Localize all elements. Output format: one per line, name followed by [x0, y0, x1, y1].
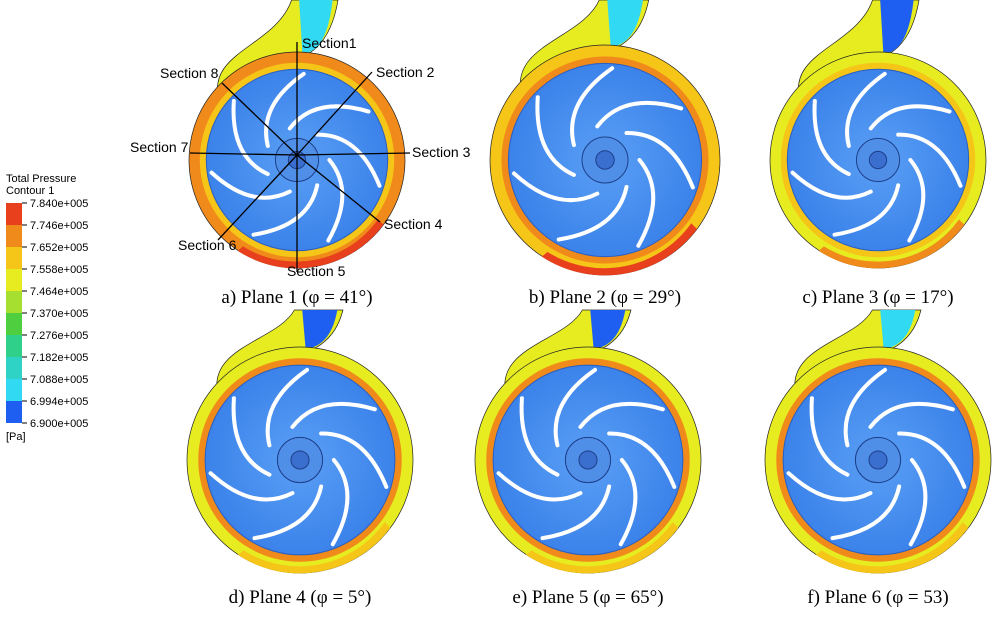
legend-label: 7.464e+005: [30, 286, 88, 298]
legend-label: 7.370e+005: [30, 308, 88, 320]
colorbar: 7.840e+005 7.746e+005 7.652e+005 7.558e+005…: [6, 198, 88, 430]
panel-caption: d) Plane 4 (φ = 5°): [229, 587, 372, 608]
volute-panel: [770, 0, 986, 268]
colorbar-segment: [6, 401, 22, 423]
colorbar-segment: [6, 291, 22, 313]
section-label: Section 5: [287, 263, 346, 279]
volute-panel: [490, 0, 720, 275]
section-label: Section 3: [412, 144, 471, 160]
colorbar-segment: [6, 269, 22, 291]
colorbar-segment: [6, 335, 22, 357]
section-label: Section 7: [130, 139, 189, 155]
colorbar-segment: [6, 379, 22, 401]
section-label: Section 8: [160, 65, 219, 81]
colorbar-segment: [6, 203, 22, 225]
section-label: Section 6: [178, 237, 237, 253]
legend-label: 7.746e+005: [30, 220, 88, 232]
hub-center: [869, 451, 887, 469]
figure: Total Pressure Contour 1 [Pa] 7.840e+005…: [0, 0, 1003, 622]
colorbar-segment: [6, 357, 22, 379]
volute-panel: [187, 310, 413, 573]
panels: a) Plane 1 (φ = 41°) b) Plane 2 (φ = 29°)…: [187, 0, 991, 608]
panel-caption: f) Plane 6 (φ = 53): [807, 587, 948, 608]
section-label: Section1: [302, 35, 357, 51]
hub-center: [869, 151, 886, 168]
panel-caption: a) Plane 1 (φ = 41°): [221, 287, 372, 308]
legend-label: 7.652e+005: [30, 242, 88, 254]
legend-subtitle: Contour 1: [6, 185, 54, 197]
volute-panel: [765, 310, 991, 573]
volute-panel: [475, 310, 701, 573]
panel-caption: c) Plane 3 (φ = 17°): [802, 287, 953, 308]
panel-caption: b) Plane 2 (φ = 29°): [529, 287, 681, 308]
hub-center: [291, 451, 309, 469]
colorbar-segment: [6, 247, 22, 269]
legend-label: 6.994e+005: [30, 396, 88, 408]
legend-label: 7.276e+005: [30, 330, 88, 342]
colorbar-segment: [6, 225, 22, 247]
section-label: Section 2: [376, 64, 435, 80]
legend-title: Total Pressure: [6, 173, 76, 185]
section-label: Section 4: [384, 216, 443, 232]
hub-center: [596, 151, 614, 169]
legend-label: 6.900e+005: [30, 418, 88, 430]
panel-caption: e) Plane 5 (φ = 65°): [512, 587, 663, 608]
colorbar-segment: [6, 313, 22, 335]
legend-unit: [Pa]: [6, 431, 26, 443]
legend-label: 7.088e+005: [30, 374, 88, 386]
legend-label: 7.840e+005: [30, 198, 88, 210]
legend-label: 7.558e+005: [30, 264, 88, 276]
hub-center: [579, 451, 597, 469]
legend-label: 7.182e+005: [30, 352, 88, 364]
